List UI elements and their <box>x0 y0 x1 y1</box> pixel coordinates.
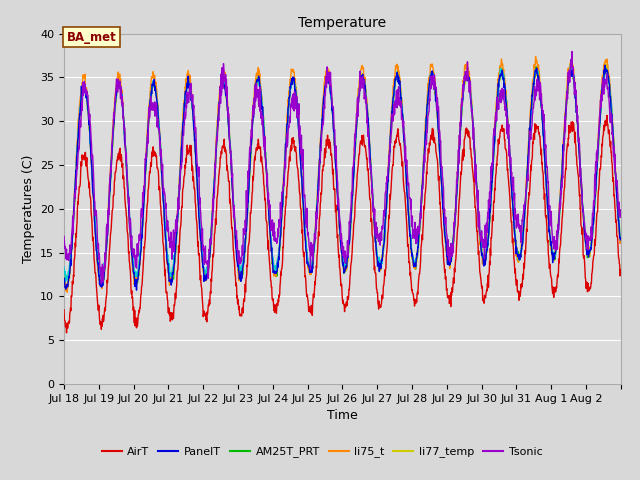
X-axis label: Time: Time <box>327 409 358 422</box>
Text: BA_met: BA_met <box>67 31 116 44</box>
Y-axis label: Temperatures (C): Temperatures (C) <box>22 155 35 263</box>
Title: Temperature: Temperature <box>298 16 387 30</box>
